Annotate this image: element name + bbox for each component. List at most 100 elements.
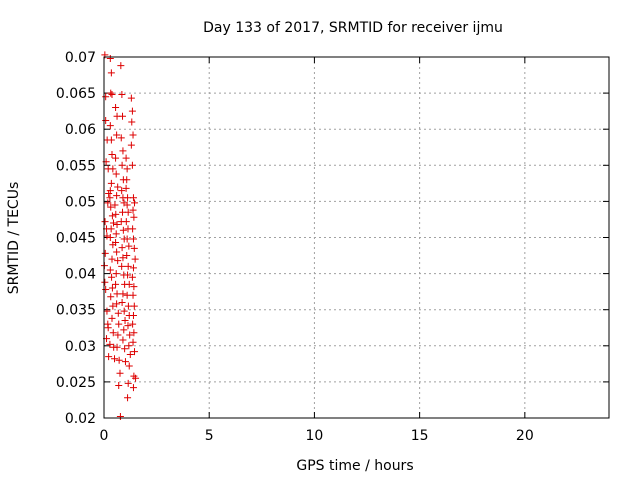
y-tick-label: 0.03 (65, 339, 96, 355)
y-axis-label: SRMTID / TECUs (6, 182, 22, 295)
data-point (112, 104, 120, 112)
data-point (119, 147, 127, 155)
data-point (113, 343, 121, 351)
y-tick-label: 0.06 (65, 122, 96, 138)
data-point (129, 225, 137, 233)
data-point (105, 353, 113, 361)
data-point (124, 208, 132, 216)
data-point (120, 307, 128, 315)
x-tick-label: 0 (100, 428, 109, 444)
data-point (118, 244, 126, 252)
y-tick-label: 0.025 (56, 375, 96, 391)
data-point (129, 338, 137, 346)
data-point (112, 154, 120, 162)
data-point (118, 161, 126, 169)
data-point (128, 118, 136, 126)
data-point (124, 394, 132, 402)
data-point (104, 324, 112, 332)
data-point (121, 317, 129, 325)
data-point (112, 170, 120, 178)
data-point (118, 298, 126, 306)
data-point (113, 131, 121, 139)
data-point (127, 94, 135, 102)
data-point (122, 154, 130, 162)
data-point (125, 280, 133, 288)
y-tick-label: 0.035 (56, 303, 96, 319)
x-tick-label: 10 (306, 428, 324, 444)
data-point (109, 219, 117, 227)
data-point (128, 273, 136, 281)
data-point (122, 218, 130, 226)
data-point (129, 320, 137, 328)
data-point (125, 242, 133, 250)
x-tick-label: 15 (411, 428, 429, 444)
data-point (119, 336, 127, 344)
data-point (108, 91, 116, 99)
data-point (106, 122, 114, 130)
data-point (111, 201, 119, 209)
data-point (131, 255, 139, 263)
data-point (126, 331, 134, 339)
data-point (131, 199, 139, 207)
data-point (123, 252, 131, 260)
y-tick-label: 0.045 (56, 231, 96, 247)
data-point (129, 384, 137, 392)
data-point (108, 150, 116, 158)
data-point (101, 218, 109, 226)
data-point (123, 291, 131, 299)
data-point (117, 62, 125, 70)
data-point (129, 311, 137, 319)
data-point (118, 187, 126, 195)
data-point (108, 314, 116, 322)
data-point (112, 210, 120, 218)
data-point (108, 212, 116, 220)
data-point (129, 291, 137, 299)
data-point (118, 91, 126, 99)
data-point (107, 179, 115, 187)
data-point (127, 141, 135, 149)
data-point (102, 285, 110, 293)
data-point (106, 340, 114, 348)
data-point (122, 184, 130, 192)
data-point (115, 356, 123, 364)
data-point (112, 270, 120, 278)
data-point (106, 194, 114, 202)
data-point (112, 239, 120, 247)
data-point (128, 107, 136, 115)
x-tick-label: 20 (516, 428, 534, 444)
data-point (121, 358, 129, 366)
data-point (129, 194, 137, 202)
data-point (113, 248, 121, 256)
y-tick-label: 0.055 (56, 158, 96, 174)
data-point (106, 266, 114, 274)
y-tick-label: 0.065 (56, 86, 96, 102)
data-point (119, 254, 127, 262)
data-point (113, 192, 121, 200)
data-point (105, 189, 113, 197)
data-point (129, 206, 137, 214)
data-point (123, 165, 131, 173)
data-point (129, 235, 137, 243)
data-point (113, 290, 121, 298)
data-point (109, 302, 117, 310)
data-point (102, 117, 110, 125)
plot-frame (103, 56, 610, 419)
y-tick-label: 0.02 (65, 411, 96, 427)
data-point (132, 374, 140, 382)
data-point (115, 320, 123, 328)
data-point (106, 234, 114, 241)
data-point (116, 369, 124, 377)
data-point (129, 264, 137, 272)
chart-title: Day 133 of 2017, SRMTID for receiver ijm… (203, 20, 503, 36)
data-point (114, 309, 122, 317)
data-point (107, 293, 115, 301)
data-point (119, 226, 127, 234)
data-point (111, 355, 119, 363)
x-axis-ticks: 0 5 10 15 20 (100, 57, 534, 444)
data-point (115, 382, 123, 390)
data-point (124, 271, 132, 279)
data-point (103, 232, 111, 240)
data-point (107, 69, 115, 77)
data-point (118, 262, 126, 270)
